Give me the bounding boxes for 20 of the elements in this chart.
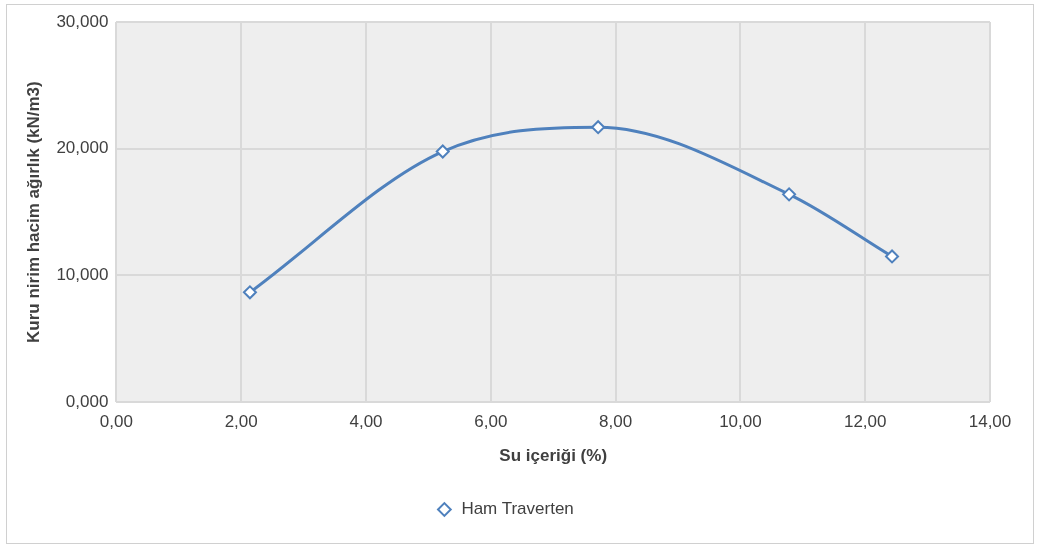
y-axis-title: Kuru nirim hacim ağırlık (kN/m3) (23, 81, 43, 343)
y-tick-label: 20,000 (56, 138, 109, 158)
x-tick-label: 6,00 (474, 412, 508, 432)
x-tick-label: 12,00 (843, 412, 887, 432)
x-tick-label: 8,00 (599, 412, 633, 432)
point (591, 120, 606, 135)
point (242, 285, 257, 300)
x-tick-label: 0,00 (99, 412, 133, 432)
x-tick-label: 14,00 (968, 412, 1012, 432)
x-axis-title: Su içeriği (%) (499, 446, 608, 466)
y-tick-label: 0,000 (65, 391, 109, 411)
y-tick-label: 10,000 (56, 265, 109, 285)
point (435, 144, 450, 159)
x-tick-label: 2,00 (224, 412, 258, 432)
x-tick-label: 4,00 (349, 412, 383, 432)
point (782, 187, 797, 202)
y-tick-label: 30,000 (56, 11, 109, 31)
legend-label: Ham Traverten (461, 499, 574, 519)
point (885, 249, 900, 264)
x-tick-label: 10,00 (719, 412, 762, 432)
